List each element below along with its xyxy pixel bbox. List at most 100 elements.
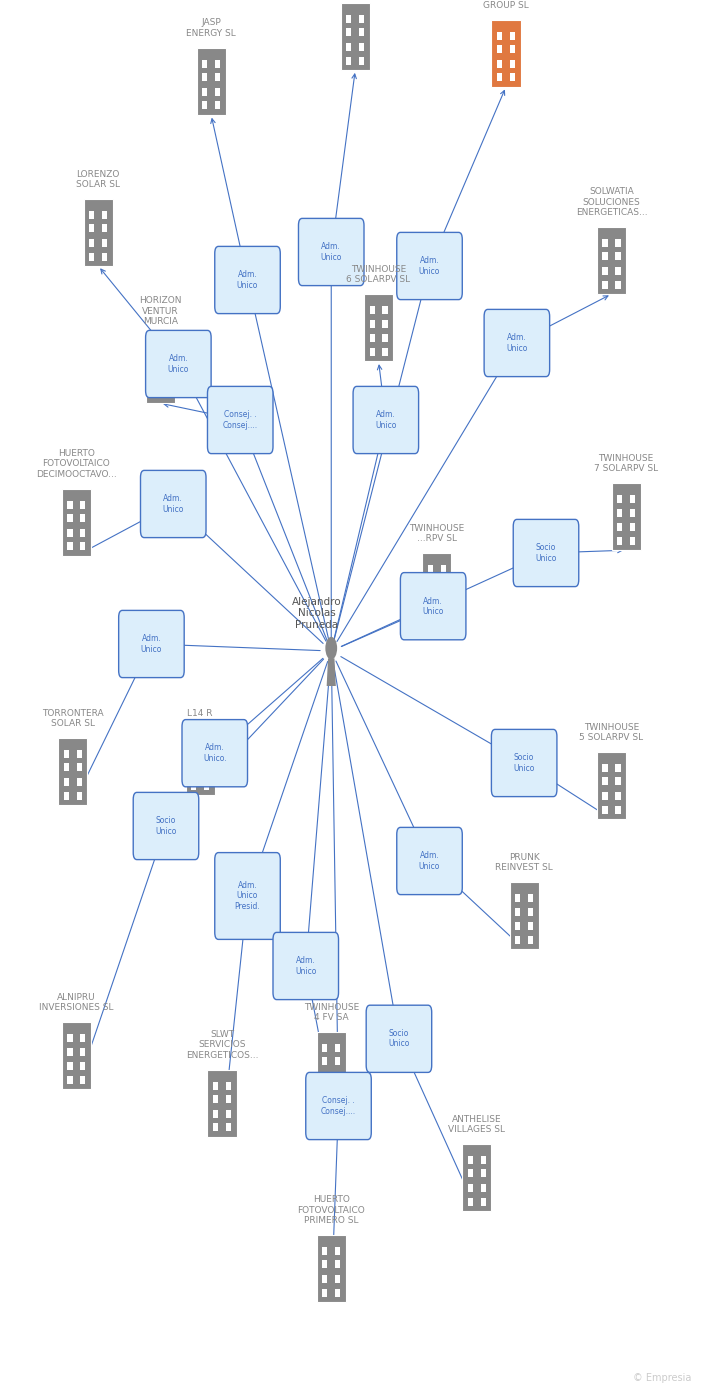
FancyBboxPatch shape xyxy=(323,1247,328,1254)
FancyBboxPatch shape xyxy=(80,1035,85,1042)
FancyBboxPatch shape xyxy=(428,566,433,573)
FancyBboxPatch shape xyxy=(440,566,446,573)
FancyBboxPatch shape xyxy=(382,335,387,343)
FancyBboxPatch shape xyxy=(370,347,375,356)
FancyBboxPatch shape xyxy=(90,211,95,218)
FancyBboxPatch shape xyxy=(76,750,82,757)
Text: JASP
ENERGY SL: JASP ENERGY SL xyxy=(186,18,236,38)
FancyBboxPatch shape xyxy=(317,1235,346,1302)
FancyBboxPatch shape xyxy=(215,88,220,97)
FancyBboxPatch shape xyxy=(491,20,521,87)
FancyBboxPatch shape xyxy=(213,1082,218,1089)
Text: Alejandro
Nicolas
Pruneda: Alejandro Nicolas Pruneda xyxy=(292,596,341,630)
Text: HUERTO
FOTOVOLTAICO
PRIMERO SL: HUERTO FOTOVOLTAICO PRIMERO SL xyxy=(297,1196,365,1225)
FancyBboxPatch shape xyxy=(335,1085,340,1093)
FancyBboxPatch shape xyxy=(164,361,169,370)
FancyBboxPatch shape xyxy=(603,805,608,813)
FancyBboxPatch shape xyxy=(191,741,197,748)
Text: TORRONTERA
SOLAR SL: TORRONTERA SOLAR SL xyxy=(42,708,103,728)
FancyBboxPatch shape xyxy=(510,882,539,949)
FancyBboxPatch shape xyxy=(335,1288,340,1296)
FancyBboxPatch shape xyxy=(603,792,608,801)
FancyBboxPatch shape xyxy=(597,752,626,819)
FancyBboxPatch shape xyxy=(213,1095,218,1103)
FancyBboxPatch shape xyxy=(615,792,620,801)
FancyBboxPatch shape xyxy=(440,594,446,602)
FancyBboxPatch shape xyxy=(615,239,620,246)
Text: ALNIPRU
INVERSIONES SL: ALNIPRU INVERSIONES SL xyxy=(39,993,114,1012)
FancyBboxPatch shape xyxy=(146,330,211,398)
FancyBboxPatch shape xyxy=(133,792,199,860)
FancyBboxPatch shape xyxy=(468,1169,473,1177)
FancyBboxPatch shape xyxy=(215,246,280,314)
FancyBboxPatch shape xyxy=(528,895,533,902)
FancyBboxPatch shape xyxy=(323,1072,328,1081)
FancyBboxPatch shape xyxy=(306,1072,371,1140)
FancyBboxPatch shape xyxy=(422,553,451,620)
FancyBboxPatch shape xyxy=(68,529,73,538)
FancyBboxPatch shape xyxy=(353,386,419,454)
FancyBboxPatch shape xyxy=(617,508,622,517)
Text: Adm.
Unico: Adm. Unico xyxy=(237,270,258,290)
FancyBboxPatch shape xyxy=(90,224,95,232)
FancyBboxPatch shape xyxy=(480,1197,486,1205)
Text: Socio
Unico: Socio Unico xyxy=(513,753,535,773)
Text: TWINHOUSE
4 FV SA: TWINHOUSE 4 FV SA xyxy=(304,1002,359,1022)
FancyBboxPatch shape xyxy=(76,778,82,787)
Text: Adm.
Unico: Adm. Unico xyxy=(320,242,342,262)
FancyBboxPatch shape xyxy=(273,932,339,1000)
Text: Socio
Unico: Socio Unico xyxy=(535,543,557,563)
FancyBboxPatch shape xyxy=(58,738,87,805)
FancyBboxPatch shape xyxy=(335,1044,340,1051)
Text: TWINHOUSE
...RPV SL: TWINHOUSE ...RPV SL xyxy=(409,524,464,543)
Text: Adm.
Unico: Adm. Unico xyxy=(419,256,440,276)
FancyBboxPatch shape xyxy=(323,1044,328,1051)
FancyBboxPatch shape xyxy=(80,529,85,538)
FancyBboxPatch shape xyxy=(382,347,387,356)
FancyBboxPatch shape xyxy=(617,524,622,532)
FancyBboxPatch shape xyxy=(615,280,620,288)
FancyBboxPatch shape xyxy=(68,501,73,508)
Text: Adm.
Unico: Adm. Unico xyxy=(295,956,317,976)
FancyBboxPatch shape xyxy=(480,1156,486,1163)
Text: Adm.
Unico: Adm. Unico xyxy=(506,333,528,353)
FancyBboxPatch shape xyxy=(603,764,608,771)
FancyBboxPatch shape xyxy=(497,60,502,69)
FancyBboxPatch shape xyxy=(603,267,608,276)
FancyBboxPatch shape xyxy=(226,1123,231,1131)
Text: SLWT
SERVICIOS
ENERGETICOS...: SLWT SERVICIOS ENERGETICOS... xyxy=(186,1030,258,1060)
FancyBboxPatch shape xyxy=(612,483,641,550)
FancyBboxPatch shape xyxy=(202,88,207,97)
FancyBboxPatch shape xyxy=(226,1082,231,1089)
FancyBboxPatch shape xyxy=(323,1275,328,1284)
FancyBboxPatch shape xyxy=(213,1110,218,1119)
FancyBboxPatch shape xyxy=(347,43,352,52)
Text: TWINHOUSE
7 SOLARPV SL: TWINHOUSE 7 SOLARPV SL xyxy=(594,454,658,473)
FancyBboxPatch shape xyxy=(484,309,550,377)
FancyBboxPatch shape xyxy=(151,361,157,370)
FancyBboxPatch shape xyxy=(197,48,226,115)
FancyBboxPatch shape xyxy=(480,1184,486,1193)
FancyBboxPatch shape xyxy=(102,239,107,248)
FancyBboxPatch shape xyxy=(347,15,352,22)
Text: Adm.
Unico
Presid.: Adm. Unico Presid. xyxy=(234,881,261,911)
FancyBboxPatch shape xyxy=(80,1047,85,1056)
FancyBboxPatch shape xyxy=(382,307,387,314)
FancyBboxPatch shape xyxy=(515,935,521,944)
FancyBboxPatch shape xyxy=(64,763,69,771)
FancyBboxPatch shape xyxy=(215,73,220,81)
FancyBboxPatch shape xyxy=(213,1123,218,1131)
FancyBboxPatch shape xyxy=(347,28,352,36)
FancyBboxPatch shape xyxy=(462,1144,491,1211)
FancyBboxPatch shape xyxy=(400,573,466,640)
FancyBboxPatch shape xyxy=(80,1075,85,1084)
FancyBboxPatch shape xyxy=(617,536,622,545)
FancyBboxPatch shape xyxy=(151,349,157,356)
Text: TWINHOUSE
6 SOLARPV SL: TWINHOUSE 6 SOLARPV SL xyxy=(347,265,411,284)
FancyBboxPatch shape xyxy=(215,60,220,67)
FancyBboxPatch shape xyxy=(317,1032,346,1099)
Text: Socio
Unico: Socio Unico xyxy=(388,1029,410,1049)
FancyBboxPatch shape xyxy=(90,252,95,260)
FancyBboxPatch shape xyxy=(528,907,533,916)
FancyBboxPatch shape xyxy=(102,252,107,260)
